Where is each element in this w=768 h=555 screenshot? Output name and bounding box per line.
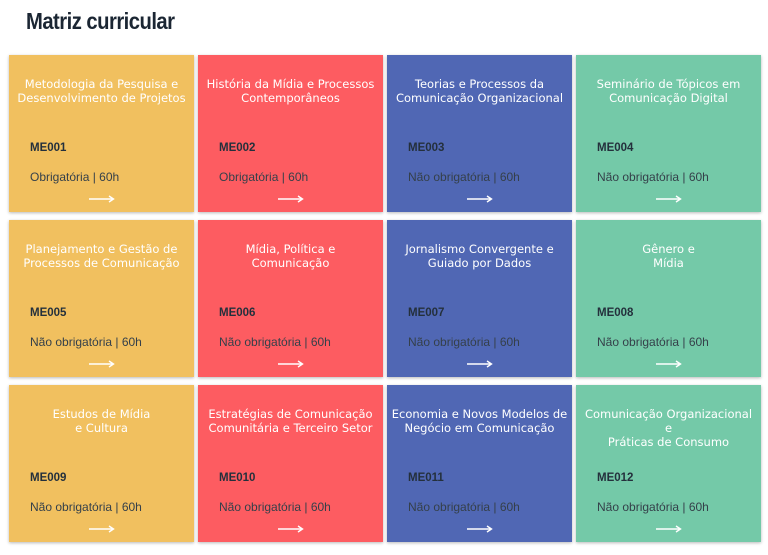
course-title: Gênero e Mídia bbox=[642, 242, 695, 270]
course-title: Metodologia da Pesquisa e Desenvolviment… bbox=[17, 77, 186, 105]
page-title: Matriz curricular bbox=[26, 8, 175, 34]
course-title: Teorias e Processos da Comunicação Organ… bbox=[395, 77, 564, 105]
course-title: Comunicação Organizacional e Práticas de… bbox=[584, 407, 753, 449]
course-code: ME008 bbox=[597, 307, 634, 319]
course-type: Obrigatória | 60h bbox=[219, 170, 309, 184]
course-title: Planejamento e Gestão de Processos de Co… bbox=[23, 242, 180, 270]
course-card-me004[interactable]: Seminário de Tópicos em Comunicação Digi… bbox=[576, 55, 761, 212]
course-type: Não obrigatória | 60h bbox=[597, 500, 709, 514]
arrow-right-icon[interactable] bbox=[467, 195, 493, 203]
course-type: Obrigatória | 60h bbox=[30, 170, 120, 184]
course-card-me007[interactable]: Jornalismo Convergente e Guiado por Dado… bbox=[387, 220, 572, 377]
arrow-right-icon[interactable] bbox=[89, 525, 115, 533]
course-type: Não obrigatória | 60h bbox=[408, 170, 520, 184]
arrow-right-icon[interactable] bbox=[278, 360, 304, 368]
course-card-me009[interactable]: Estudos de Mídia e Cultura ME009 Não obr… bbox=[9, 385, 194, 542]
course-card-me006[interactable]: Mídia, Política e Comunicação ME006 Não … bbox=[198, 220, 383, 377]
course-code: ME003 bbox=[408, 142, 445, 154]
arrow-right-icon[interactable] bbox=[656, 525, 682, 533]
course-code: ME012 bbox=[597, 472, 634, 484]
arrow-right-icon[interactable] bbox=[89, 360, 115, 368]
course-type: Não obrigatória | 60h bbox=[408, 500, 520, 514]
course-title: Estudos de Mídia e Cultura bbox=[52, 407, 151, 435]
course-type: Não obrigatória | 60h bbox=[30, 500, 142, 514]
course-card-me001[interactable]: Metodologia da Pesquisa e Desenvolviment… bbox=[9, 55, 194, 212]
course-title: Economia e Novos Modelos de Negócio em C… bbox=[391, 407, 568, 435]
course-title: História da Mídia e Processos Contemporâ… bbox=[206, 77, 375, 105]
arrow-right-icon[interactable] bbox=[467, 525, 493, 533]
course-title: Seminário de Tópicos em Comunicação Digi… bbox=[596, 77, 741, 105]
course-code: ME004 bbox=[597, 142, 634, 154]
course-code: ME011 bbox=[408, 472, 444, 484]
course-title: Jornalismo Convergente e Guiado por Dado… bbox=[405, 242, 554, 270]
arrow-right-icon[interactable] bbox=[656, 360, 682, 368]
course-card-me011[interactable]: Economia e Novos Modelos de Negócio em C… bbox=[387, 385, 572, 542]
course-card-me003[interactable]: Teorias e Processos da Comunicação Organ… bbox=[387, 55, 572, 212]
course-type: Não obrigatória | 60h bbox=[597, 335, 709, 349]
course-type: Não obrigatória | 60h bbox=[408, 335, 520, 349]
course-code: ME005 bbox=[30, 307, 67, 319]
course-title: Estratégias de Comunicação Comunitária e… bbox=[208, 407, 373, 435]
course-type: Não obrigatória | 60h bbox=[219, 500, 331, 514]
course-card-me012[interactable]: Comunicação Organizacional e Práticas de… bbox=[576, 385, 761, 542]
arrow-right-icon[interactable] bbox=[467, 360, 493, 368]
course-card-me002[interactable]: História da Mídia e Processos Contemporâ… bbox=[198, 55, 383, 212]
arrow-right-icon[interactable] bbox=[656, 195, 682, 203]
arrow-right-icon[interactable] bbox=[89, 195, 115, 203]
course-card-me010[interactable]: Estratégias de Comunicação Comunitária e… bbox=[198, 385, 383, 542]
course-type: Não obrigatória | 60h bbox=[30, 335, 142, 349]
course-code: ME010 bbox=[219, 472, 256, 484]
course-type: Não obrigatória | 60h bbox=[219, 335, 331, 349]
arrow-right-icon[interactable] bbox=[278, 195, 304, 203]
course-code: ME002 bbox=[219, 142, 256, 154]
course-type: Não obrigatória | 60h bbox=[597, 170, 709, 184]
course-title: Mídia, Política e Comunicação bbox=[245, 242, 336, 270]
course-code: ME001 bbox=[30, 142, 67, 154]
course-code: ME007 bbox=[408, 307, 445, 319]
course-code: ME009 bbox=[30, 472, 67, 484]
curriculum-grid: Metodologia da Pesquisa e Desenvolviment… bbox=[9, 55, 761, 542]
course-code: ME006 bbox=[219, 307, 256, 319]
course-card-me005[interactable]: Planejamento e Gestão de Processos de Co… bbox=[9, 220, 194, 377]
arrow-right-icon[interactable] bbox=[278, 525, 304, 533]
course-card-me008[interactable]: Gênero e Mídia ME008 Não obrigatória | 6… bbox=[576, 220, 761, 377]
